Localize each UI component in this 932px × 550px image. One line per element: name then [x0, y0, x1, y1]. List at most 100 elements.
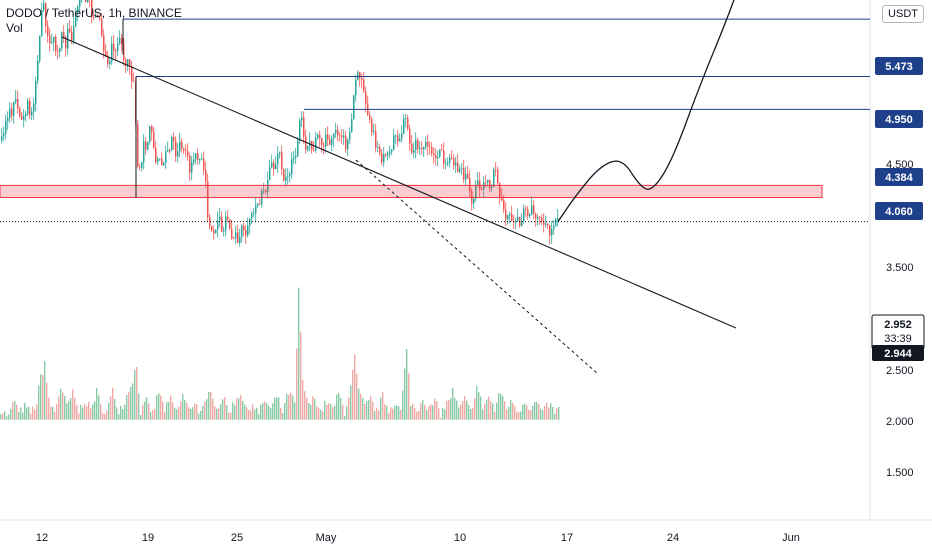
candle-body: [395, 135, 397, 137]
candle-body: [449, 157, 451, 163]
volume-bar: [526, 405, 528, 420]
candle-body: [151, 126, 153, 132]
volume-bar: [264, 401, 266, 420]
volume-bar: [192, 407, 194, 420]
candle-body: [213, 230, 215, 234]
candle-body: [537, 217, 539, 219]
volume-bar: [154, 408, 156, 420]
candle-body: [105, 51, 107, 56]
volume-bar: [546, 402, 548, 420]
candle-body: [73, 26, 75, 41]
currency-button[interactable]: USDT: [882, 5, 924, 23]
projection-curve: [557, 0, 735, 223]
volume-bar: [480, 396, 482, 420]
candle-body: [103, 35, 105, 52]
candle-body: [391, 149, 393, 152]
volume-bar: [218, 408, 220, 420]
candle-body: [209, 217, 211, 227]
volume-bar: [4, 411, 6, 420]
candle-body: [351, 119, 353, 133]
candle-body: [401, 133, 403, 139]
volume-bar: [300, 332, 302, 420]
volume-bar: [436, 401, 438, 420]
price-label-box: [875, 110, 923, 128]
volume-bar: [338, 392, 340, 420]
candle-body: [353, 95, 355, 120]
volume-bar: [104, 413, 106, 420]
volume-bar: [496, 402, 498, 420]
price-label-text: 4.060: [885, 206, 913, 218]
volume-bar: [182, 394, 184, 420]
candle-body: [509, 213, 511, 215]
candle-body: [551, 229, 553, 236]
volume-bar: [96, 387, 98, 420]
volume-bar: [350, 385, 352, 420]
volume-bar: [450, 398, 452, 420]
volume-bar: [276, 397, 278, 420]
candle-body: [495, 169, 497, 171]
candle-body: [43, 3, 45, 11]
candle-body: [381, 153, 383, 163]
volume-bar: [208, 391, 210, 420]
support-zone: [0, 184, 823, 199]
candle-body: [115, 50, 117, 52]
candle-body: [407, 118, 409, 129]
volume-bar: [286, 393, 288, 420]
volume-bar: [334, 406, 336, 420]
candle-body: [301, 117, 303, 121]
candle-body: [521, 220, 523, 226]
volume-bar: [62, 392, 64, 420]
volume-bar: [254, 409, 256, 420]
candle-body: [245, 230, 247, 236]
volume-bar: [366, 400, 368, 420]
volume-bar: [256, 407, 258, 420]
volume-bar: [362, 397, 364, 420]
candle-body: [11, 108, 13, 116]
candle-body: [235, 232, 237, 239]
candle-body: [203, 158, 205, 170]
candle-body: [323, 145, 325, 147]
volume-bar: [94, 401, 96, 420]
volume-bar: [512, 402, 514, 420]
candle-body: [15, 98, 17, 102]
volume-bar: [50, 406, 52, 420]
candle-body: [283, 169, 285, 181]
candle-body: [215, 229, 217, 234]
volume-bar: [558, 406, 560, 420]
volume-bar: [376, 407, 378, 420]
volume-bar: [374, 411, 376, 420]
volume-bar: [364, 403, 366, 420]
candle-body: [259, 203, 261, 205]
volume-bar: [40, 374, 42, 420]
volume-bar: [294, 402, 296, 420]
candle-body: [251, 213, 253, 219]
candle-body: [113, 43, 115, 51]
volume-bar: [508, 406, 510, 420]
volume-bar: [146, 396, 148, 420]
volume-bar: [216, 408, 218, 420]
volume-bar: [282, 413, 284, 420]
candle-body: [187, 151, 189, 156]
volume-bar: [514, 406, 516, 420]
volume-bar: [354, 354, 356, 420]
candle-body: [473, 198, 475, 204]
candle-body: [39, 35, 41, 61]
drawing-lines: [0, 0, 932, 521]
volume-bar: [20, 407, 22, 420]
volume-bar: [444, 409, 446, 420]
volume-bar: [414, 407, 416, 420]
candle-body: [385, 154, 387, 156]
volume-bar: [74, 397, 76, 420]
volume-bar: [462, 401, 464, 420]
volume-bar: [152, 410, 154, 420]
volume-bar: [372, 401, 374, 420]
candle-body: [65, 36, 67, 49]
candle-body: [293, 157, 295, 159]
candle-body: [287, 176, 289, 177]
volume-bar: [108, 402, 110, 420]
candle-body: [117, 43, 119, 52]
time-tick-label: 12: [36, 532, 48, 544]
volume-bar: [186, 402, 188, 420]
volume-bar: [272, 403, 274, 420]
